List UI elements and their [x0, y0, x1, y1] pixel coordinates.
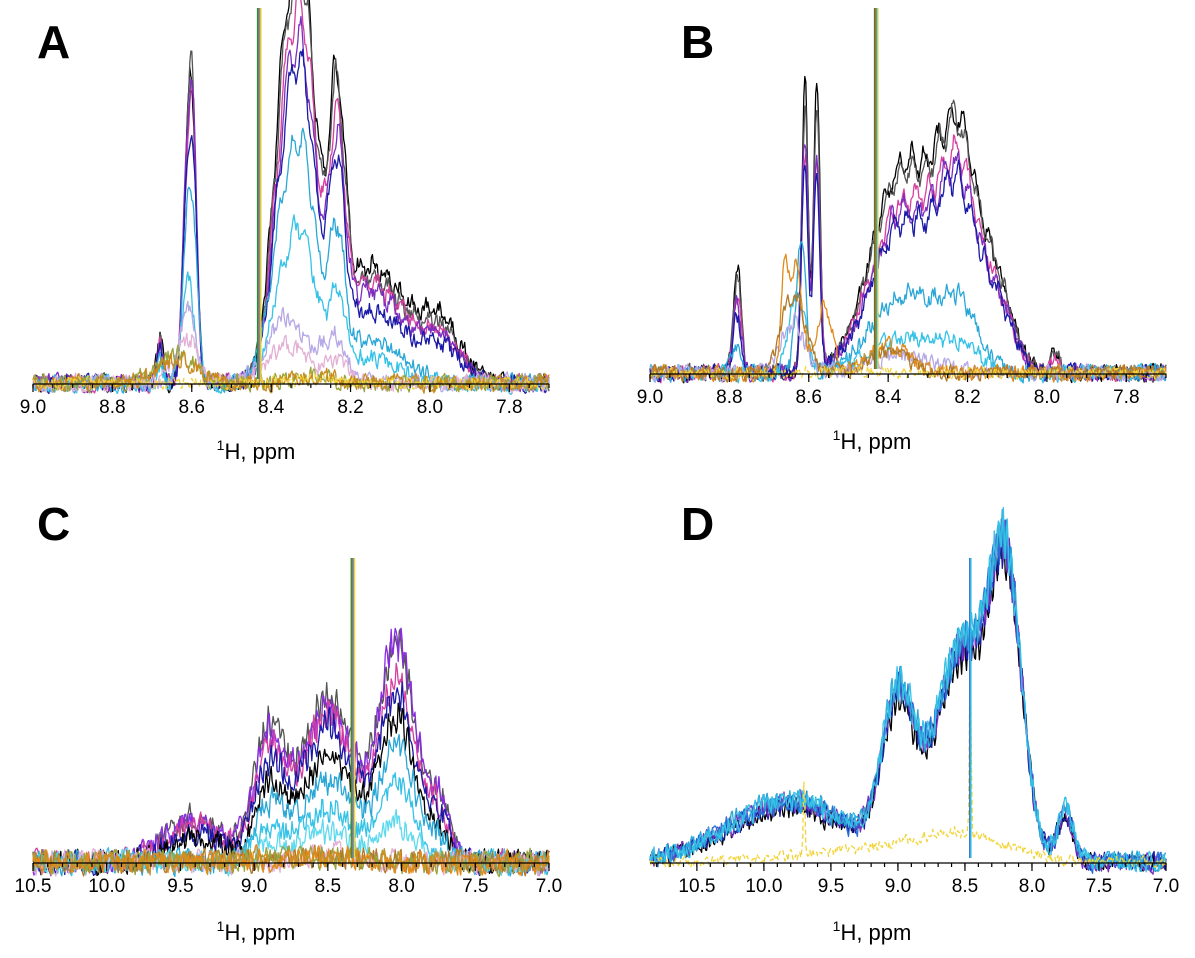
x-axis-label-text: H, ppm	[840, 429, 911, 454]
spectrum-trace	[649, 506, 1167, 873]
x-tick-label: 8.4	[875, 387, 902, 408]
panel-c: C 10.5 10.0 9.5 9.0 8.5 8.0 7.5 7.0 1H, ppm	[15, 498, 563, 945]
x-tick-label: 9.5	[167, 876, 193, 897]
x-axis-label-superscript: 1	[217, 918, 225, 934]
x-axis-label-text: H, ppm	[224, 439, 295, 464]
x-tick-label: 8.2	[337, 397, 363, 418]
panel-b: B 9.0 8.8 8.6 8.4 8.2 8.0 7.8 1H, ppm	[637, 8, 1167, 454]
x-axis-label-superscript: 1	[217, 437, 225, 453]
spectrum-trace	[32, 681, 550, 877]
x-axis-label-superscript: 1	[833, 427, 841, 443]
spectrum-trace	[649, 362, 1167, 381]
panel-letter: A	[37, 16, 70, 68]
panel-letter: B	[681, 16, 714, 68]
x-tick-label: 8.0	[1034, 387, 1060, 408]
x-tick-label: 8.8	[99, 397, 125, 418]
spectrum-trace	[649, 144, 1167, 383]
x-axis-label-superscript: 1	[833, 918, 841, 934]
x-tick-label: 9.0	[241, 876, 267, 897]
spectrum-trace	[649, 159, 1167, 383]
x-tick-label: 7.0	[1153, 876, 1179, 897]
x-tick-label: 8.2	[954, 387, 980, 408]
x-tick-label: 7.8	[496, 397, 522, 418]
x-tick-label: 7.5	[462, 876, 488, 897]
panel-letter: D	[681, 498, 714, 550]
x-tick-label: 9.0	[637, 387, 663, 408]
x-tick-label: 8.4	[258, 397, 285, 418]
spectrum-trace	[649, 646, 1167, 869]
x-tick-label: 10.5	[678, 876, 715, 897]
x-tick-label: 7.0	[536, 876, 562, 897]
x-axis-label: 1H, ppm	[217, 437, 296, 464]
spectrum-trace	[32, 351, 550, 394]
x-tick-label: 8.5	[315, 876, 341, 897]
x-tick-label: 8.0	[417, 397, 443, 418]
x-tick-label: 10.5	[15, 876, 52, 897]
x-tick-label: 9.5	[818, 876, 844, 897]
x-tick-label: 8.5	[952, 876, 978, 897]
spectrum-trace	[649, 99, 1167, 383]
x-tick-label: 9.0	[885, 876, 911, 897]
x-tick-label: 10.0	[88, 876, 125, 897]
panel-letter: C	[37, 498, 70, 550]
x-tick-label: 8.0	[1019, 876, 1045, 897]
panel-a: A 9.0 8.8 8.6 8.4 8.2 8.0 7.8 1H, ppm	[20, 0, 550, 464]
spectrum-trace	[32, 48, 550, 395]
x-tick-label: 8.6	[179, 397, 205, 418]
panel-d: D 10.5 10.0 9.5 9.0 8.5 8.0 7.5 7.0 1H, ppm	[649, 498, 1179, 945]
spectrum-trace	[32, 628, 550, 877]
x-axis-label: 1H, ppm	[217, 918, 296, 945]
spectrum-trace	[649, 134, 1167, 384]
spectrum-trace	[649, 240, 1167, 384]
x-tick-label: 7.8	[1113, 387, 1139, 408]
x-axis-label-text: H, ppm	[224, 920, 295, 945]
x-axis-label: 1H, ppm	[833, 918, 912, 945]
spectrum-trace	[32, 662, 550, 877]
x-tick-label: 10.0	[745, 876, 782, 897]
x-tick-label: 8.0	[388, 876, 414, 897]
spectrum-trace	[649, 75, 1167, 384]
x-tick-label: 9.0	[20, 397, 46, 418]
x-tick-label: 7.5	[1086, 876, 1112, 897]
x-tick-label: 8.8	[716, 387, 742, 408]
x-tick-label: 8.6	[796, 387, 822, 408]
spectrum-trace	[32, 300, 550, 393]
x-axis-label-text: H, ppm	[840, 920, 911, 945]
x-axis-label: 1H, ppm	[833, 427, 912, 454]
